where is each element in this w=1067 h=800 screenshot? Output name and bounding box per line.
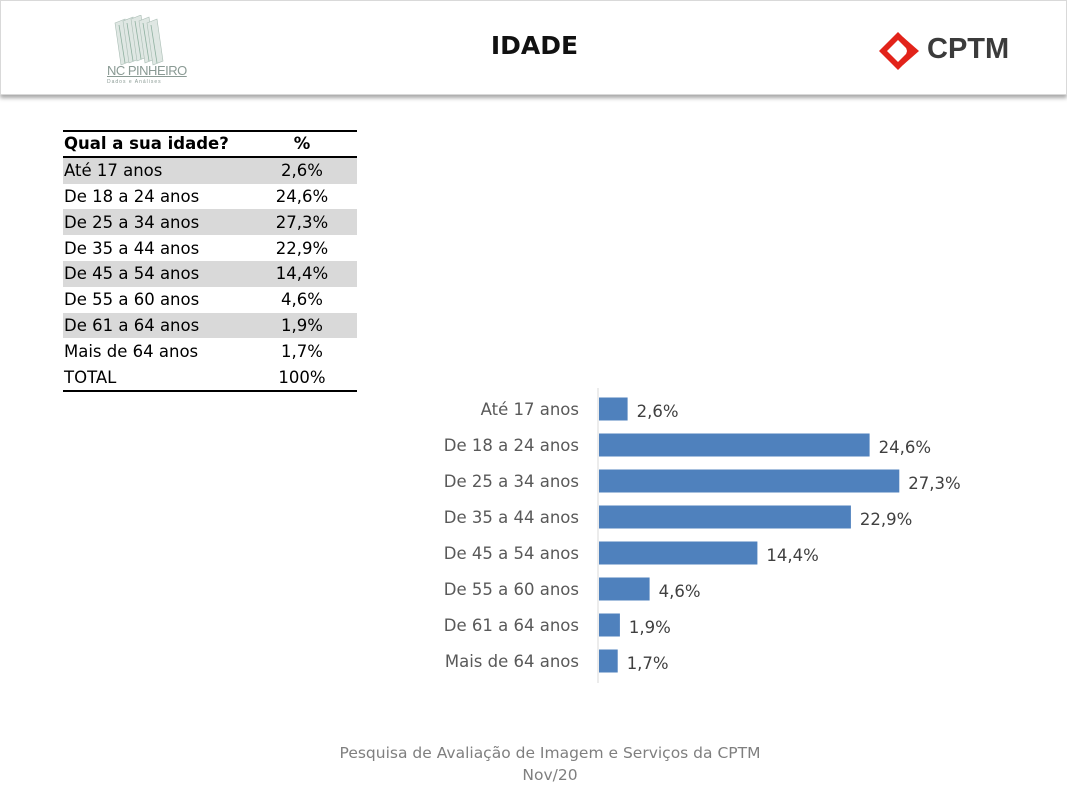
- table-cell-value: 24,6%: [275, 186, 329, 206]
- table-row: De 18 a 24 anos 24,6%: [63, 184, 357, 210]
- table-cell-value: 1,7%: [281, 341, 323, 361]
- table-row: De 25 a 34 anos 27,3%: [63, 209, 357, 236]
- age-bar-chart: Até 17 anos 2,6% De 18 a 24 anos 24,6% De 25…: [444, 388, 961, 683]
- table-row: Mais de 64 anos 1,7%: [63, 338, 357, 364]
- table-cell-label: De 45 a 54 anos: [64, 264, 200, 284]
- chart-category-label: De 25 a 34 anos: [444, 472, 579, 491]
- table-row: De 61 a 64 anos 1,9%: [63, 312, 357, 339]
- chart-data-label: 1,9%: [629, 618, 671, 637]
- nc-pinheiro-logo-subtext: Dados e Análises: [107, 79, 162, 85]
- table-cell-label: TOTAL: [64, 367, 117, 387]
- table-cell-label: De 35 a 44 anos: [64, 238, 200, 258]
- chart-category-label: De 18 a 24 anos: [444, 436, 579, 455]
- table-row: De 35 a 44 anos 22,9%: [63, 235, 357, 261]
- chart-category-label: De 45 a 54 anos: [444, 544, 579, 563]
- chart-data-label: 4,6%: [659, 582, 701, 601]
- cptm-logo-icon: [879, 32, 919, 70]
- chart-category-label: Até 17 anos: [481, 400, 579, 419]
- chart-data-label: 1,7%: [627, 654, 669, 673]
- nc-pinheiro-logo-text: NC PINHEIRO: [107, 63, 187, 78]
- chart-bar: [599, 433, 870, 457]
- table-cell-label: Mais de 64 anos: [64, 341, 199, 361]
- chart-bar: [599, 577, 650, 601]
- chart-bar: [599, 649, 618, 673]
- chart-bar: [599, 613, 620, 637]
- table-cell-value: 2,6%: [281, 161, 323, 181]
- footer: Pesquisa de Avaliação de Imagem e Serviç…: [0, 742, 1067, 786]
- table-cell-value: 14,4%: [275, 264, 329, 284]
- chart-category-label: De 35 a 44 anos: [444, 508, 579, 527]
- slide-header: NC PINHEIRO Dados e Análises IDADE CPTM: [0, 0, 1067, 95]
- chart-bar: [599, 469, 900, 493]
- table-header-percent: %: [293, 134, 311, 154]
- table-cell-label: De 18 a 24 anos: [64, 186, 200, 206]
- table-header-row: Qual a sua idade? %: [63, 132, 357, 158]
- table-cell-value: 22,9%: [275, 238, 329, 258]
- table-cell-value: 100%: [278, 367, 326, 387]
- age-table: Qual a sua idade? % Até 17 anos 2,6% De …: [63, 130, 357, 392]
- nc-pinheiro-logo-icon: [114, 15, 164, 66]
- chart-data-label: 14,4%: [766, 546, 818, 565]
- table-header-question: Qual a sua idade?: [64, 134, 229, 154]
- table-cell-label: Até 17 anos: [64, 161, 163, 181]
- chart-data-label: 27,3%: [908, 474, 960, 493]
- table-row: Até 17 anos 2,6%: [63, 157, 357, 184]
- page-title: IDADE: [490, 31, 579, 60]
- table-row: De 55 a 60 anos 4,6%: [63, 287, 357, 313]
- cptm-logo-text: CPTM: [927, 33, 1010, 65]
- chart-bar: [599, 541, 758, 565]
- chart-data-label: 24,6%: [879, 438, 931, 457]
- table-cell-label: De 55 a 60 anos: [64, 290, 200, 310]
- table-cell-label: De 61 a 64 anos: [64, 315, 200, 335]
- chart-category-label: De 61 a 64 anos: [444, 616, 579, 635]
- table-cell-label: De 25 a 34 anos: [64, 212, 200, 232]
- chart-bar: [599, 505, 851, 529]
- table-cell-value: 1,9%: [281, 315, 323, 335]
- chart-data-label: 22,9%: [860, 510, 912, 529]
- table-cell-value: 27,3%: [275, 212, 329, 232]
- table-total-row: TOTAL 100%: [63, 364, 357, 390]
- table-row: De 45 a 54 anos 14,4%: [63, 260, 357, 287]
- footer-date: Nov/20: [522, 766, 578, 784]
- chart-category-label: Mais de 64 anos: [445, 652, 579, 671]
- footer-survey-title: Pesquisa de Avaliação de Imagem e Serviç…: [339, 744, 761, 762]
- table-cell-value: 4,6%: [281, 290, 323, 310]
- chart-bar: [599, 397, 628, 421]
- chart-category-label: De 55 a 60 anos: [444, 580, 579, 599]
- chart-data-label: 2,6%: [637, 402, 679, 421]
